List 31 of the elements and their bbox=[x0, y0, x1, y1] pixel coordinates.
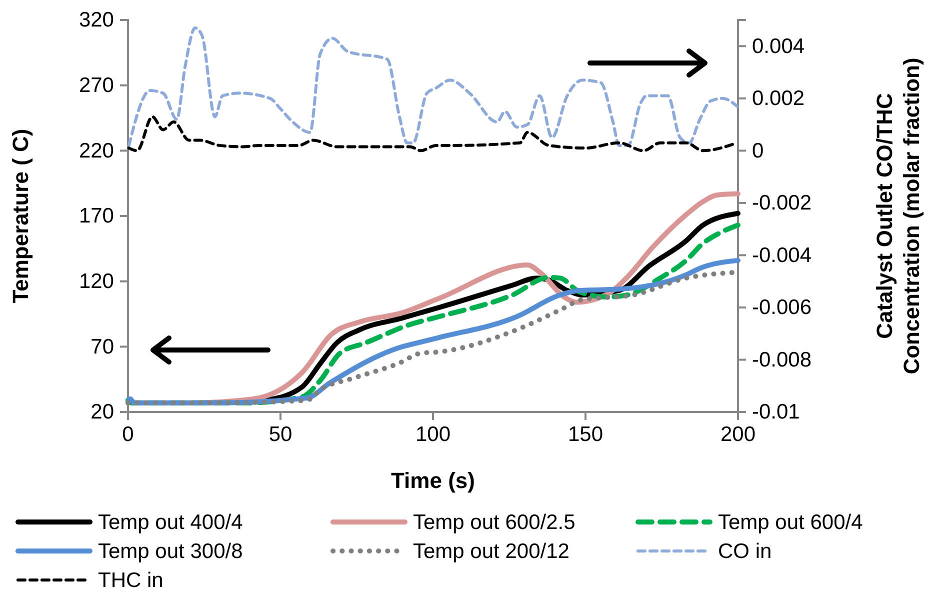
y2-tick-label: 0 bbox=[752, 139, 764, 162]
line-series bbox=[127, 26, 739, 147]
x-axis-title: Time (s) bbox=[391, 468, 475, 493]
x-tick-label: 150 bbox=[568, 422, 604, 446]
y2-tick-label: 0.002 bbox=[752, 87, 805, 110]
y2-tick-label: -0.002 bbox=[752, 192, 812, 215]
legend-label: Temp out 600/2.5 bbox=[413, 511, 576, 534]
x-tick-label: 50 bbox=[268, 422, 292, 446]
legend-label: Temp out 200/12 bbox=[413, 540, 570, 563]
legend-label: Temp out 600/4 bbox=[718, 511, 864, 534]
legend-label: Temp out 400/4 bbox=[98, 511, 244, 534]
legend-label: CO in bbox=[718, 540, 772, 563]
y-tick-label: 170 bbox=[78, 204, 114, 228]
y2-tick-label: -0.006 bbox=[752, 296, 812, 320]
y-tick-label: 70 bbox=[90, 335, 114, 358]
x-tick-label: 200 bbox=[720, 422, 756, 446]
y-tick-label: 270 bbox=[78, 74, 114, 98]
y2-tick-label: 0.004 bbox=[752, 34, 805, 58]
y-tick-label: 220 bbox=[78, 139, 114, 162]
x-tick-label: 100 bbox=[415, 422, 451, 446]
y2-tick-label: -0.008 bbox=[752, 348, 812, 372]
y-tick-label: 320 bbox=[78, 8, 114, 32]
y2-tick-label: -0.01 bbox=[752, 400, 800, 424]
legend-label: THC in bbox=[98, 569, 164, 592]
y-axis-title: Temperature ( C) bbox=[8, 128, 33, 304]
y-tick-label: 120 bbox=[78, 270, 114, 294]
legend-label: Temp out 300/8 bbox=[98, 540, 243, 563]
y-tick-label: 20 bbox=[90, 400, 114, 424]
y2-axis-title: Catalyst Outlet CO/THC Concentration (molar fraction) bbox=[872, 58, 924, 374]
y2-tick-label: -0.004 bbox=[752, 244, 812, 267]
x-tick-label: 0 bbox=[122, 422, 134, 446]
